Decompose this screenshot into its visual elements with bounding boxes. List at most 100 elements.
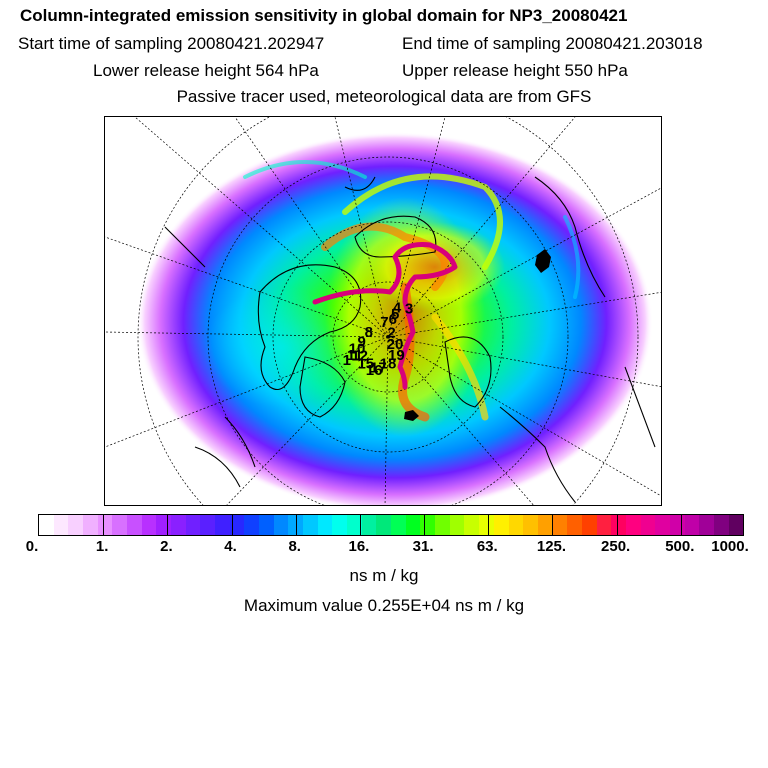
colorbar-swatch [523,515,538,535]
colorbar-swatch [464,515,480,535]
colorbar-major-division [295,515,297,535]
time-marker-label: 3 [405,301,413,318]
colorbar-swatch [420,515,436,535]
colorbar-swatch [97,515,113,535]
colorbar-swatch [713,515,729,535]
time-marker-label: 15 [357,356,374,373]
colorbar-swatch [53,515,69,535]
time-marker-label: 17 [370,360,387,377]
time-marker-label: 2 [387,324,395,341]
time-marker-label: 5 [391,306,399,323]
maximum-value: Maximum value 0.255E+04 ns m / kg [243,596,525,615]
colorbar-swatch [640,515,656,535]
time-marker-label: 1 [343,352,351,369]
flight-track [312,242,458,390]
time-marker-label: 8 [365,324,373,341]
colorbar-swatch [537,515,553,535]
colorbar-major-division [103,515,105,535]
colorbar-tick-label: 31. [412,538,434,555]
colorbar-tick-label: 0. [25,538,39,555]
colorbar-swatch [347,515,362,535]
colorbar-swatch [552,515,568,535]
time-marker-label: 19 [388,347,405,364]
colorbar-major-division [552,515,554,535]
colorbar-swatch [141,515,157,535]
colorbar-swatch [391,515,406,535]
colorbar-swatch [127,515,142,535]
colorbar-tick-label: 1000. [711,538,749,555]
colorbar-major-division [167,515,169,535]
upper-release-height-label: Upper release height 550 hPa [402,61,628,80]
time-marker-label: 11 [347,347,363,364]
colorbar-swatch [68,515,84,535]
colorbar-swatch [215,515,230,535]
colorbar-swatch [596,515,612,535]
colorbar-tick-label: 16. [348,538,370,555]
colorbar-swatch [567,515,582,535]
colorbar-swatch [229,515,245,535]
time-marker-label: 6 [389,311,397,328]
colorbar-swatch [200,515,216,535]
colorbar-swatch [581,515,597,535]
colorbar-swatch [332,515,348,535]
colorbar-major-division [359,515,361,535]
time-marker-label: 4 [393,299,402,316]
colorbar-tick-label: 125. [536,538,567,555]
tracer-note: Passive tracer used, meteorological data… [176,87,592,106]
colorbar-swatch [259,515,274,535]
colorbar-swatch [273,515,289,535]
colorbar-major-division [488,515,490,535]
colorbar-swatch [303,515,318,535]
colorbar-swatch [493,515,509,535]
land-patches [404,249,551,421]
map-graticule [105,117,661,505]
lower-release-height-label: Lower release height 564 hPa [93,61,319,80]
colorbar-major-division [680,515,682,535]
colorbar-tick-label: 500. [665,538,695,555]
time-marker-label: 9 [358,334,366,351]
time-marker-label: 10 [349,341,366,358]
colorbar-swatch [728,515,744,535]
colorbar-swatch [171,515,186,535]
colorbar-tick-label: 4. [224,538,237,555]
colorbar-swatch [435,515,450,535]
colorbar-tick-label: 8. [288,538,301,555]
colorbar-swatch [508,515,524,535]
time-marker-label: 16 [366,362,383,379]
colorbar-swatch [684,515,700,535]
colorbar-tick-label: 2. [160,538,173,555]
colorbar-swatch [112,515,128,535]
colorbar-unit: ns m / kg [349,566,419,585]
time-marker-label: 12 [351,348,368,365]
colorbar-swatch [361,515,377,535]
colorbar-tick-label: 1. [95,538,109,555]
colorbar-swatch [479,515,494,535]
colorbar-swatch [449,515,465,535]
colorbar-swatch [405,515,421,535]
colorbar-swatch [699,515,714,535]
colorbar-tick-label: 250. [601,538,631,555]
time-marker-label: 7 [380,314,388,331]
colorbar-swatch [317,515,333,535]
colorbar-major-division [616,515,618,535]
colorbar-swatch [655,515,670,535]
coastlines [164,176,656,503]
time-marker-label: 18 [380,356,397,373]
colorbar-major-division [231,515,233,535]
sensitivity-map: 1 2 3 4 5 6 7 8 9 10 11 12 15 16 17 18 19 20 [104,116,662,506]
start-time-label: Start time of sampling 20080421.202947 [18,34,325,53]
colorbar-swatch [611,515,626,535]
colorbar-swatch [39,515,54,535]
colorbar-swatch [83,515,98,535]
time-marker-label: 20 [387,336,404,353]
colorbar [38,514,744,536]
colorbar-swatch [625,515,641,535]
colorbar-swatch [185,515,201,535]
colorbar-swatch [244,515,260,535]
end-time-label: End time of sampling 20080421.203018 [402,34,703,53]
colorbar-swatch [156,515,172,535]
colorbar-swatch [669,515,685,535]
map-title: Column-integrated emission sensitivity i… [20,6,628,25]
